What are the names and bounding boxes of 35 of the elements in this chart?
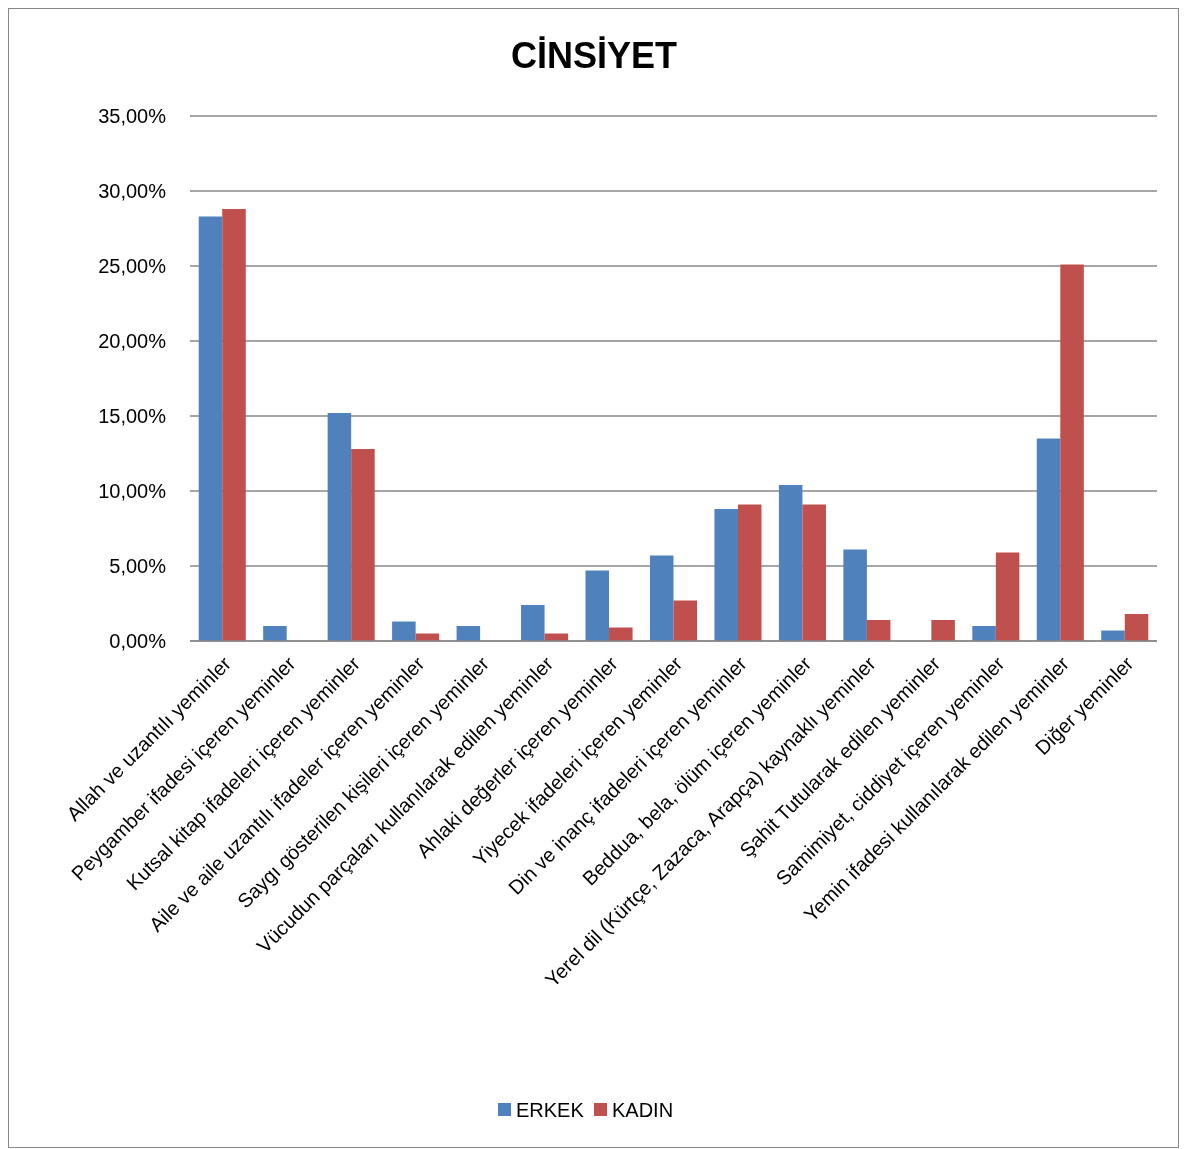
y-tick-label: 20,00% bbox=[98, 330, 167, 352]
y-tick-label: 0,00% bbox=[109, 630, 167, 652]
bar bbox=[778, 485, 803, 641]
bar bbox=[263, 626, 287, 641]
bar bbox=[351, 449, 375, 641]
bar bbox=[585, 570, 610, 641]
bar bbox=[198, 216, 223, 641]
bar bbox=[972, 626, 996, 641]
y-tick-label: 10,00% bbox=[98, 480, 167, 502]
bar bbox=[327, 413, 352, 641]
bar bbox=[649, 555, 674, 641]
bar bbox=[521, 605, 545, 641]
bar bbox=[843, 549, 867, 641]
y-tick-label: 35,00% bbox=[98, 105, 167, 127]
bar bbox=[866, 620, 891, 641]
y-tick-label: 30,00% bbox=[98, 180, 167, 202]
bar bbox=[1060, 264, 1084, 641]
legend-label: KADIN bbox=[612, 1099, 674, 1121]
bar bbox=[673, 600, 698, 641]
bar bbox=[222, 209, 246, 641]
y-tick-label: 5,00% bbox=[109, 555, 167, 577]
bar bbox=[931, 620, 955, 641]
bar bbox=[392, 621, 416, 641]
chart-title: CİNSİYET bbox=[510, 35, 678, 76]
y-tick-label: 25,00% bbox=[98, 255, 167, 277]
y-tick-label: 15,00% bbox=[98, 405, 167, 427]
bar bbox=[1036, 438, 1061, 641]
bar bbox=[995, 552, 1020, 641]
legend-label: ERKEK bbox=[516, 1099, 585, 1121]
bar bbox=[1124, 614, 1149, 641]
bar bbox=[737, 504, 762, 641]
bar bbox=[456, 626, 481, 641]
bar bbox=[802, 504, 826, 641]
bar bbox=[714, 509, 738, 641]
bar bbox=[609, 627, 633, 641]
